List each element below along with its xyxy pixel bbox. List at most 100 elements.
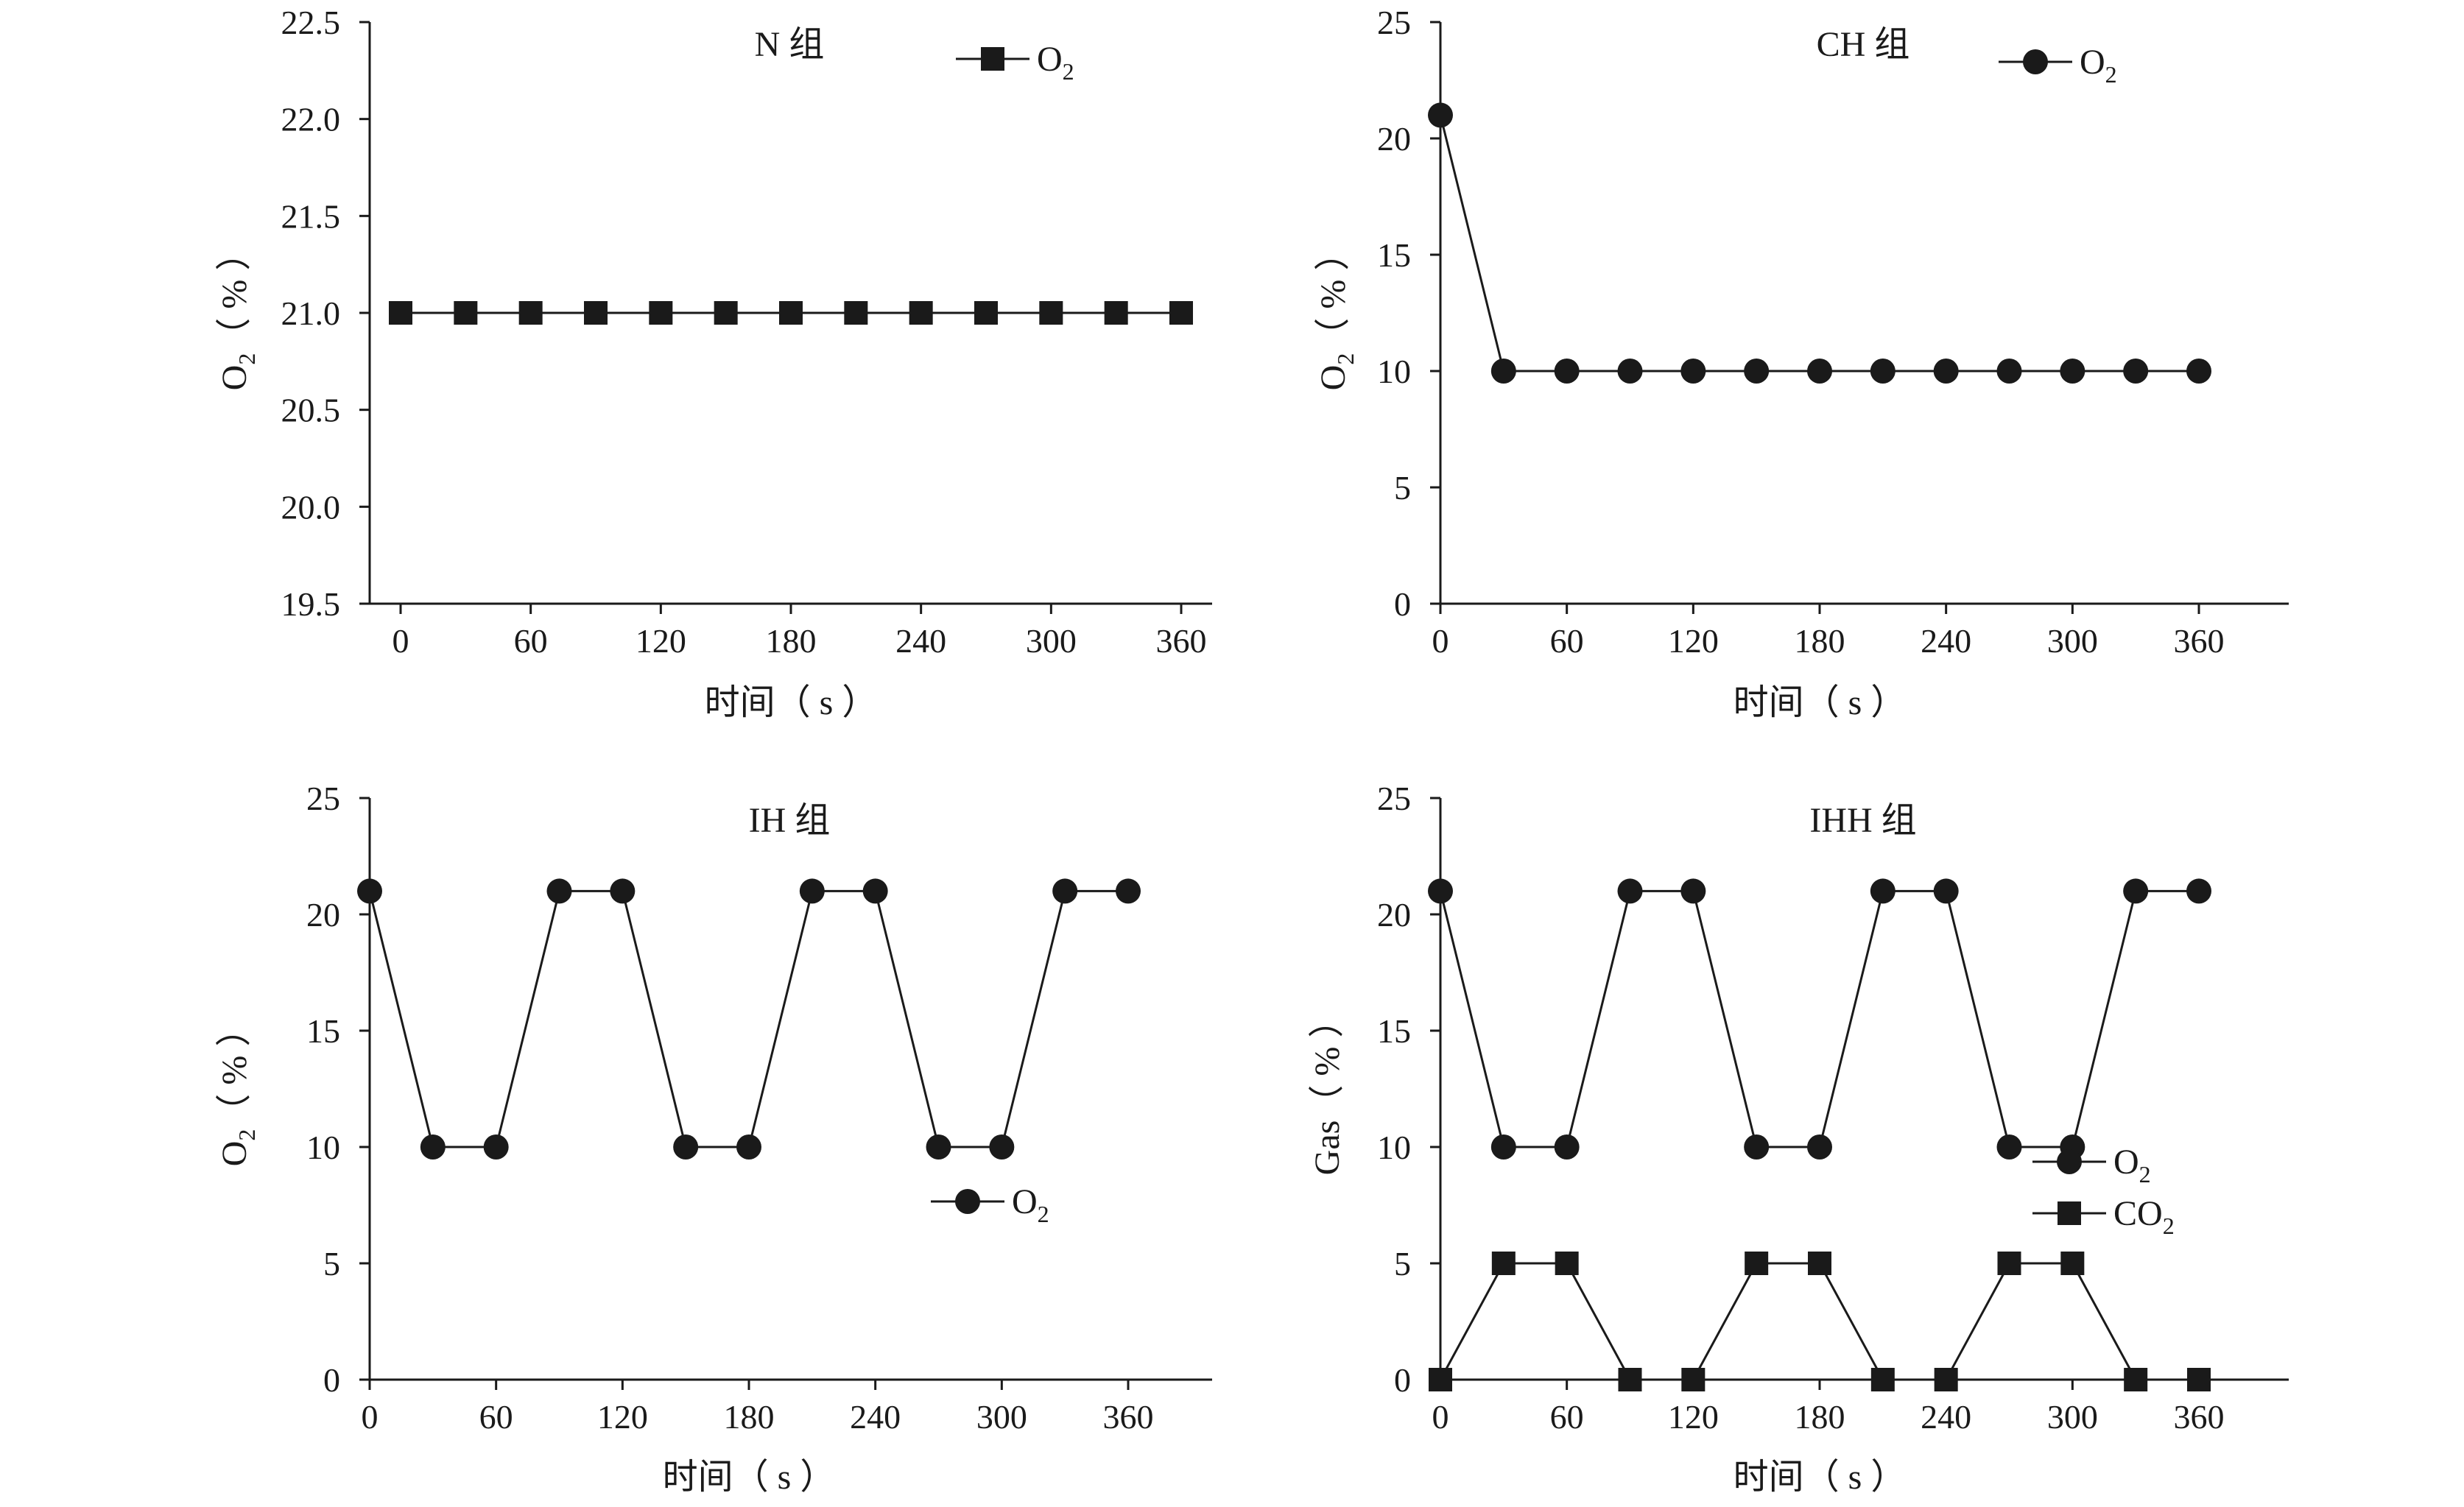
series-o2	[1428, 102, 2211, 384]
legend-entry: CO2	[2032, 1194, 2175, 1239]
y-axis-label: O2（ % ）	[215, 1012, 260, 1167]
data-point	[483, 1134, 509, 1160]
y-tick-label: 5	[1394, 469, 1411, 507]
series-o2	[1428, 878, 2211, 1160]
series-line	[368, 889, 1128, 1148]
y-tick-label: 20.5	[281, 392, 341, 429]
data-point	[1428, 102, 1453, 128]
data-point	[1870, 359, 1895, 384]
chart-title: N 组	[755, 25, 825, 64]
x-tick-label: 300	[976, 1398, 1027, 1436]
y-tick-label: 20	[306, 896, 340, 934]
data-point	[1052, 878, 1078, 904]
y-tick-label: 0	[323, 1361, 340, 1399]
data-point	[1681, 1368, 1706, 1391]
data-point	[2060, 359, 2085, 384]
data-point	[1491, 1252, 1516, 1275]
y-tick-label: 20	[1377, 120, 1411, 158]
data-point	[357, 878, 382, 904]
y-tick-label: 25	[1377, 4, 1411, 41]
legend-entry: O2	[931, 1182, 1049, 1227]
legend-marker	[2023, 49, 2048, 74]
y-tick-label: 15	[1377, 1012, 1411, 1050]
data-point	[1680, 878, 1706, 904]
data-point	[2124, 1368, 2148, 1391]
data-point	[1104, 301, 1128, 325]
y-axis-label: O2（ % ）	[1314, 236, 1359, 391]
data-point	[1429, 1368, 1452, 1391]
data-point	[389, 301, 412, 325]
x-tick-label: 180	[724, 1398, 775, 1436]
data-point	[673, 1134, 699, 1160]
data-point	[909, 301, 933, 325]
x-tick-label: 60	[479, 1398, 513, 1436]
data-point	[1618, 1368, 1642, 1391]
y-tick-label: 10	[1377, 353, 1411, 390]
data-point	[714, 301, 738, 325]
x-axis-label: 时间（ s ）	[663, 1458, 836, 1497]
y-tick-label: 22.5	[281, 4, 341, 41]
y-tick-label: 20	[1377, 896, 1411, 934]
x-tick-label: 120	[597, 1398, 648, 1436]
legend-label: O2	[1037, 40, 1074, 85]
x-tick-label: 120	[1668, 622, 1719, 660]
y-tick-label: 22.0	[281, 101, 341, 138]
y-axis-label: Gas（ % ）	[1308, 1003, 1347, 1176]
data-point	[1744, 359, 1770, 384]
y-axis-label-group: O2（ % ）	[1314, 236, 1359, 391]
data-point	[2186, 878, 2211, 904]
data-point	[1554, 1134, 1580, 1160]
chart-panel-1: 19.5 20.0 20.5 21.0 21.5 22.0 22.5 0 60 120 180 240…	[215, 4, 1212, 722]
data-point	[1996, 359, 2022, 384]
data-point	[862, 878, 888, 904]
x-tick-label: 300	[2047, 1398, 2098, 1436]
x-axis-label: 时间（ s ）	[1733, 1458, 1907, 1497]
data-point	[1617, 359, 1643, 384]
legend-label: O2	[2080, 43, 2117, 88]
data-point	[989, 1134, 1015, 1160]
data-point	[1745, 1252, 1769, 1275]
data-point	[518, 301, 543, 325]
y-tick-label: 10	[306, 1129, 340, 1166]
legend-label: CO2	[2113, 1194, 2175, 1239]
data-point	[2186, 359, 2211, 384]
y-tick-label: 21.5	[281, 197, 341, 235]
legend-marker	[2058, 1201, 2081, 1225]
y-tick-label: 0	[1394, 585, 1411, 623]
chart-panel-4: 0 5 10 15 20 25 0 60 120 180 240 300 360 IHH 组时间（ s ）…	[1308, 780, 2289, 1497]
x-tick-label: 360	[1156, 622, 1207, 660]
x-tick-label: 360	[1103, 1398, 1154, 1436]
data-point	[1933, 359, 1959, 384]
y-tick-label: 15	[306, 1012, 340, 1050]
data-point	[1807, 1134, 1832, 1160]
data-point	[1490, 359, 1516, 384]
data-point	[1807, 359, 1832, 384]
x-tick-label: 0	[1432, 1398, 1449, 1436]
x-axis-label: 时间（ s ）	[1733, 683, 1907, 722]
x-tick-label: 60	[514, 622, 548, 660]
legend-marker	[955, 1189, 980, 1214]
data-point	[1870, 1368, 1895, 1391]
x-tick-label: 180	[766, 622, 817, 660]
y-axis-label-group: O2（ % ）	[215, 1012, 260, 1167]
data-point	[1554, 359, 1580, 384]
data-point	[1934, 1368, 1958, 1391]
data-point	[1490, 1134, 1516, 1160]
data-point	[1169, 301, 1193, 325]
data-point	[1555, 1252, 1579, 1275]
chart-title: IH 组	[749, 801, 831, 840]
x-tick-label: 180	[1795, 622, 1845, 660]
legend-entry: O2	[2032, 1143, 2151, 1187]
x-tick-label: 60	[1550, 1398, 1584, 1436]
y-tick-label: 5	[1394, 1245, 1411, 1282]
y-tick-label: 19.5	[281, 585, 341, 623]
legend-entry: O2	[956, 40, 1074, 85]
x-tick-label: 0	[362, 1398, 379, 1436]
data-point	[1933, 878, 1959, 904]
series-o2	[389, 301, 1193, 325]
x-tick-label: 240	[1921, 622, 1971, 660]
data-point	[974, 301, 998, 325]
chart-title: CH 组	[1817, 25, 1910, 64]
x-axis-label: 时间（ s ）	[705, 683, 878, 722]
data-point	[2123, 878, 2149, 904]
